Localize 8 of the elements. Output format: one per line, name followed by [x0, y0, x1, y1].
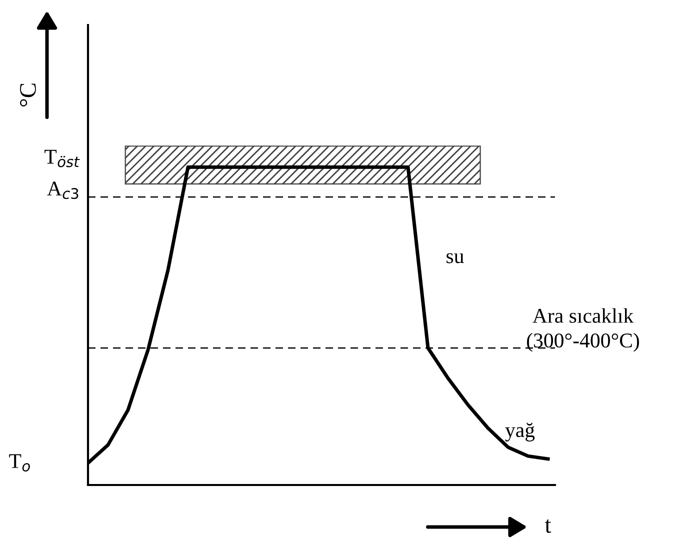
- annotation: yağ: [505, 422, 535, 442]
- band-label: T$_{öst}$: [44, 150, 80, 168]
- text: T$_{o}$: [9, 454, 30, 472]
- ref-line-label: A$_{c3}$: [47, 182, 78, 200]
- annotation: su: [446, 253, 464, 264]
- x-axis-title: t: [544, 519, 552, 533]
- y-axis-title: °C: [20, 84, 36, 106]
- annotation: Ara sıcaklık (300°-400°C): [526, 308, 640, 352]
